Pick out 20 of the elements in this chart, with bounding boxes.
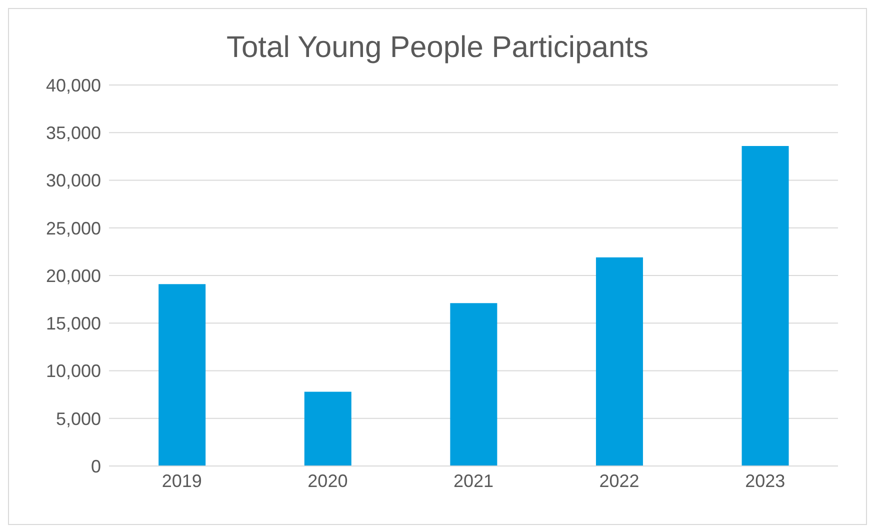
y-tick-label: 15,000: [46, 314, 101, 334]
y-tick-label: 10,000: [46, 361, 101, 382]
y-tick-label: 35,000: [46, 123, 101, 144]
y-tick-label: 40,000: [46, 75, 101, 96]
bar: [304, 392, 352, 466]
bar: [742, 146, 789, 466]
bar: [158, 284, 206, 466]
x-tick-label: 2022: [599, 470, 640, 491]
y-tick-label: 20,000: [46, 266, 101, 286]
bar: [450, 303, 498, 466]
chart-title: Total Young People Participants: [226, 31, 650, 66]
y-tick-label: 5,000: [56, 408, 101, 429]
y-tick-label: 25,000: [46, 218, 101, 238]
x-tick-label: 2020: [308, 470, 348, 491]
y-tick-label: 0: [90, 456, 101, 476]
y-tick-label: 30,000: [46, 170, 101, 191]
x-tick-label: 2021: [453, 470, 494, 491]
bar: [596, 257, 643, 466]
x-tick-label: 2019: [162, 470, 202, 491]
x-tick-label: 2023: [745, 470, 786, 491]
